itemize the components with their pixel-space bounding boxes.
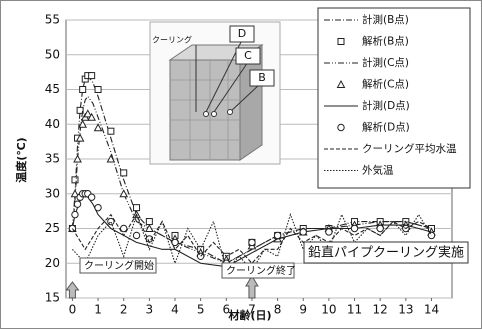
x-tick-label: 1: [94, 303, 102, 317]
x-tick-label: 11: [347, 303, 362, 317]
y-tick-label: 40: [45, 117, 60, 131]
x-tick-label: 13: [398, 303, 413, 317]
legend-label: 計測(B点): [362, 13, 409, 26]
inset-label: B: [258, 71, 266, 84]
marker: [108, 218, 114, 224]
marker: [72, 211, 78, 217]
marker: [72, 177, 78, 183]
inset-label: クーリング: [152, 35, 192, 45]
inset-label: C: [244, 49, 252, 62]
x-tick-label: 0: [69, 303, 77, 317]
y-tick-label: 15: [45, 291, 60, 305]
legend-label: 解析(C点): [362, 78, 409, 91]
y-tick-label: 30: [45, 186, 60, 200]
marker: [249, 239, 255, 245]
legend-label: 計測(D点): [362, 99, 410, 112]
x-tick-label: 9: [299, 303, 307, 317]
y-tick-label: 20: [45, 256, 60, 270]
annotation: 鉛直パイプクーリング実施: [308, 245, 464, 261]
legend-label: 解析(D点): [362, 121, 410, 134]
x-tick-label: 14: [424, 303, 439, 317]
marker: [95, 87, 101, 93]
legend-label: クーリング平均水温: [362, 142, 457, 155]
marker: [134, 205, 140, 211]
legend-label: 計測(C点): [362, 56, 409, 69]
x-tick-label: 7: [248, 303, 256, 317]
marker: [74, 201, 80, 207]
legend-label: 解析(B点): [362, 35, 409, 48]
marker: [89, 73, 95, 79]
x-tick-label: 6: [222, 303, 230, 317]
chart: クーリング D C B 温度(℃) 材齢(日) 1520253035404550…: [0, 0, 482, 329]
x-tick-label: 5: [197, 303, 205, 317]
x-tick-label: 3: [146, 303, 154, 317]
y-tick-label: 45: [45, 82, 60, 96]
marker: [377, 225, 383, 231]
marker: [338, 124, 344, 130]
x-tick-label: 8: [274, 303, 282, 317]
y-axis-title: 温度(℃): [14, 137, 28, 182]
marker: [121, 225, 127, 231]
annotation: クーリング終了: [226, 264, 296, 277]
y-tick-label: 55: [45, 13, 60, 27]
y-tick-label: 25: [45, 221, 60, 235]
y-tick-label: 35: [45, 152, 60, 166]
x-tick-label: 10: [321, 303, 336, 317]
marker: [351, 225, 357, 231]
annotation: クーリング開始: [84, 259, 154, 272]
marker: [133, 232, 139, 238]
legend: 計測(B点) 解析(B点) 計測(C点) 解析(C点) 計測(D点) 解析(D点) クーリン…: [318, 8, 470, 188]
marker: [172, 239, 178, 245]
marker: [338, 39, 344, 45]
marker: [326, 229, 332, 235]
marker: [88, 194, 94, 200]
inset-label: D: [238, 27, 246, 40]
x-tick-label: 2: [120, 303, 128, 317]
marker: [121, 170, 127, 176]
y-tick-label: 50: [45, 47, 60, 61]
marker: [146, 219, 152, 225]
legend-label: 外気温: [362, 164, 394, 177]
x-tick-label: 12: [373, 303, 388, 317]
marker: [80, 87, 86, 93]
marker: [274, 232, 280, 238]
marker: [95, 204, 101, 210]
marker: [108, 128, 114, 134]
marker: [300, 229, 306, 235]
x-tick-label: 4: [171, 303, 179, 317]
